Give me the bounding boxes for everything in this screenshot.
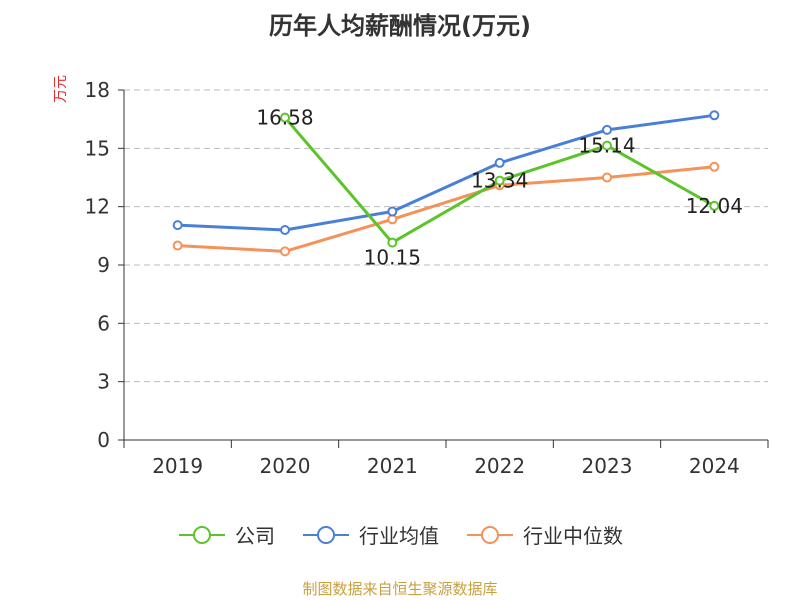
series-line-2 [177, 165, 715, 253]
axes: 0 3 6 9 12 15 18 2019 2020 2021 2022 2023 2024 [85, 78, 769, 478]
series-line-1 [177, 113, 715, 232]
y-tick-label: 9 [97, 253, 110, 277]
x-tick-label: 2020 [260, 454, 311, 478]
data-label: 16.58 [256, 106, 313, 130]
legend: 公司 行业均值 行业中位数 [0, 520, 800, 549]
legend-company-marker-icon [179, 525, 225, 544]
data-label: 10.15 [364, 246, 421, 270]
legend-label-company: 公司 [235, 524, 275, 548]
legend-industry-median-marker-icon [467, 525, 513, 544]
y-tick-label: 12 [85, 195, 110, 219]
data-label: 13.34 [471, 169, 528, 193]
data-point [709, 110, 720, 121]
y-tick-label: 0 [97, 428, 110, 452]
legend-industry-mean-marker-icon [303, 525, 349, 544]
data-point [280, 225, 290, 235]
legend-item-industry-median[interactable]: 行业中位数 [465, 520, 623, 549]
x-tick-label: 2019 [152, 454, 203, 478]
data-point [494, 175, 505, 186]
x-tick-label: 2023 [582, 454, 633, 478]
legend-item-company[interactable]: 公司 [177, 520, 275, 549]
data-label: 15.14 [578, 134, 635, 158]
x-tick-label: 2022 [474, 454, 525, 478]
legend-label-industry-median: 行业中位数 [523, 524, 623, 548]
data-point [387, 206, 398, 217]
grid-lines [124, 89, 768, 383]
data-point [172, 240, 183, 251]
data-point [172, 220, 183, 231]
data-label: 12.04 [686, 194, 743, 218]
data-point [280, 246, 290, 257]
legend-label-industry-mean: 行业均值 [359, 524, 439, 548]
data-point [709, 200, 720, 211]
legend-item-industry-mean[interactable]: 行业均值 [301, 520, 439, 549]
x-tick-label: 2024 [689, 454, 740, 478]
data-point [387, 237, 398, 248]
data-point [709, 161, 720, 172]
chart-title: 历年人均薪酬情况(万元) [269, 12, 531, 40]
series-lines [172, 110, 720, 257]
y-tick-label: 18 [85, 78, 110, 102]
data-point [602, 172, 612, 183]
data-labels: 16.58 10.15 13.34 15.14 12.04 [256, 106, 743, 270]
x-tick-label: 2021 [367, 454, 418, 478]
y-tick-label: 15 [85, 136, 110, 160]
y-tick-label: 3 [97, 370, 110, 394]
data-point [602, 124, 612, 135]
data-point [494, 157, 505, 168]
data-point [602, 140, 612, 151]
data-source-note: 制图数据来自恒生聚源数据库 [302, 580, 498, 598]
y-tick-label: 6 [97, 311, 110, 335]
data-point [280, 112, 290, 123]
